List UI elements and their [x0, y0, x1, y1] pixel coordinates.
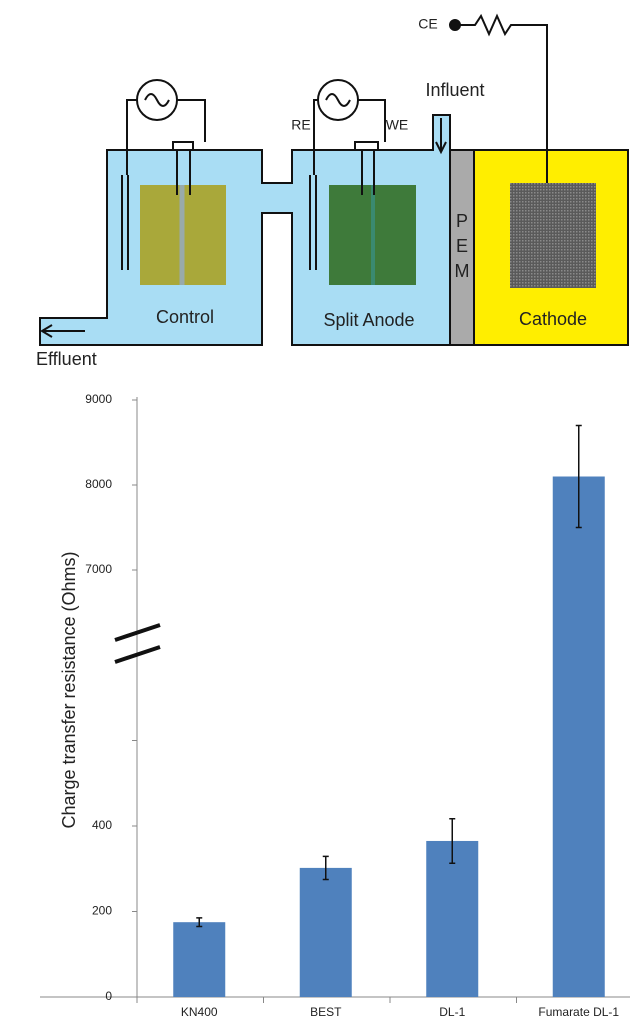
- label: E: [456, 236, 468, 256]
- label: Cathode: [519, 309, 587, 329]
- y-tick-label: 8000: [85, 477, 112, 491]
- chart: Charge transfer resistance (Ohms) 0 200 40…: [40, 392, 630, 1019]
- x-tick-label: BEST: [310, 1005, 342, 1019]
- label: Effluent: [36, 349, 97, 369]
- bar: [300, 868, 352, 997]
- bar: [173, 922, 225, 997]
- label: RE: [291, 117, 310, 133]
- y-tick-label: 9000: [85, 392, 112, 406]
- bar: [553, 477, 605, 998]
- label: M: [455, 261, 470, 281]
- x-tick-label: KN400: [181, 1005, 218, 1019]
- cathode-electrode: [510, 183, 596, 288]
- y-axis-label: Charge transfer resistance (Ohms): [59, 551, 79, 828]
- y-tick-label: 0: [105, 989, 112, 1003]
- label: Split Anode: [323, 310, 414, 330]
- page: CE Influent RE WE Control Split Anode P …: [0, 0, 630, 1023]
- y-tick-label: 400: [92, 818, 112, 832]
- label: Control: [156, 307, 214, 327]
- x-tick-label: DL-1: [439, 1005, 465, 1019]
- figure: CE Influent RE WE Control Split Anode P …: [0, 0, 630, 1023]
- label: WE: [386, 117, 409, 133]
- y-tick-label: 200: [92, 904, 112, 918]
- label: P: [456, 211, 468, 231]
- bar: [426, 841, 478, 997]
- label: Influent: [425, 80, 484, 100]
- x-tick-label: Fumarate DL-1: [538, 1005, 619, 1019]
- label: CE: [418, 16, 437, 32]
- diagram: [40, 16, 628, 345]
- y-tick-label: 7000: [85, 562, 112, 576]
